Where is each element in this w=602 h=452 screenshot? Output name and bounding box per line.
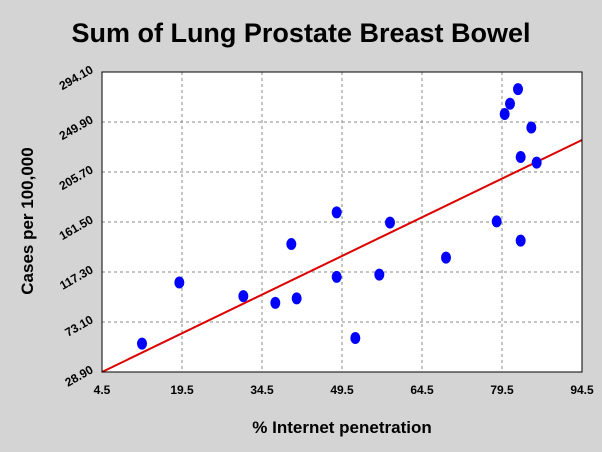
y-tick-label: 117.30 [57, 262, 95, 292]
scatter-plot: 28.90 73.10 117.30 161.50 205.70 249.90 294.10… [0, 0, 602, 452]
data-point [532, 157, 542, 169]
x-tick-label: 64.5 [410, 383, 434, 397]
x-axis-label: % Internet penetration [102, 418, 582, 438]
data-point [238, 290, 248, 302]
data-point [137, 338, 147, 350]
data-point [332, 271, 342, 283]
data-point [516, 235, 526, 247]
data-point [516, 151, 526, 163]
data-point [350, 332, 360, 344]
data-point [292, 292, 302, 304]
y-tick-label: 28.90 [62, 362, 95, 389]
data-point [385, 217, 395, 229]
data-point [505, 98, 515, 110]
y-tick-label: 161.50 [57, 212, 96, 243]
data-point [441, 252, 451, 264]
x-tick-label: 94.5 [570, 383, 594, 397]
x-tick-label: 49.5 [330, 383, 354, 397]
y-axis-label: Cases per 100,000 [18, 147, 38, 294]
data-point [513, 83, 523, 95]
data-point [526, 122, 536, 134]
data-point [286, 238, 296, 250]
y-tick-label: 249.90 [57, 112, 96, 143]
data-point [500, 108, 510, 120]
y-tick-label: 205.70 [57, 162, 96, 193]
x-tick-label: 79.5 [490, 383, 514, 397]
y-tick-label: 294.10 [57, 62, 96, 93]
x-tick-labels: 4.5 19.5 34.5 49.5 64.5 79.5 94.5 [94, 383, 594, 397]
y-tick-label: 73.10 [62, 312, 95, 339]
x-tick-label: 4.5 [94, 383, 111, 397]
data-point [332, 206, 342, 218]
data-point [492, 215, 502, 227]
y-tick-labels: 28.90 73.10 117.30 161.50 205.70 249.90 294.10 [57, 62, 96, 389]
data-point [374, 269, 384, 281]
data-point [174, 277, 184, 289]
x-tick-label: 19.5 [170, 383, 194, 397]
data-point [270, 297, 280, 309]
x-tick-label: 34.5 [250, 383, 274, 397]
